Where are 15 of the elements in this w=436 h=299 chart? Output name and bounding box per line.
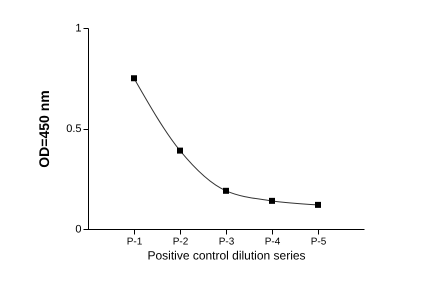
x-tick-label: P-4 [264,236,281,248]
point [315,202,321,208]
y-axis-title: OD=450 nm [36,90,52,168]
x-tick-label: P-1 [126,236,143,248]
point [269,198,275,204]
point [223,188,229,194]
x-tick-label: P-3 [218,236,235,248]
x-tick-label: P-2 [172,236,189,248]
point [131,75,137,82]
y-tick-label: 1 [75,22,82,34]
y-tick-label: 0 [75,224,82,236]
point [177,148,183,154]
x-tick-label: P-5 [310,236,327,248]
x-axis-title: Positive control dilution series [147,248,306,262]
y-tick-label: 0.5 [66,123,82,135]
